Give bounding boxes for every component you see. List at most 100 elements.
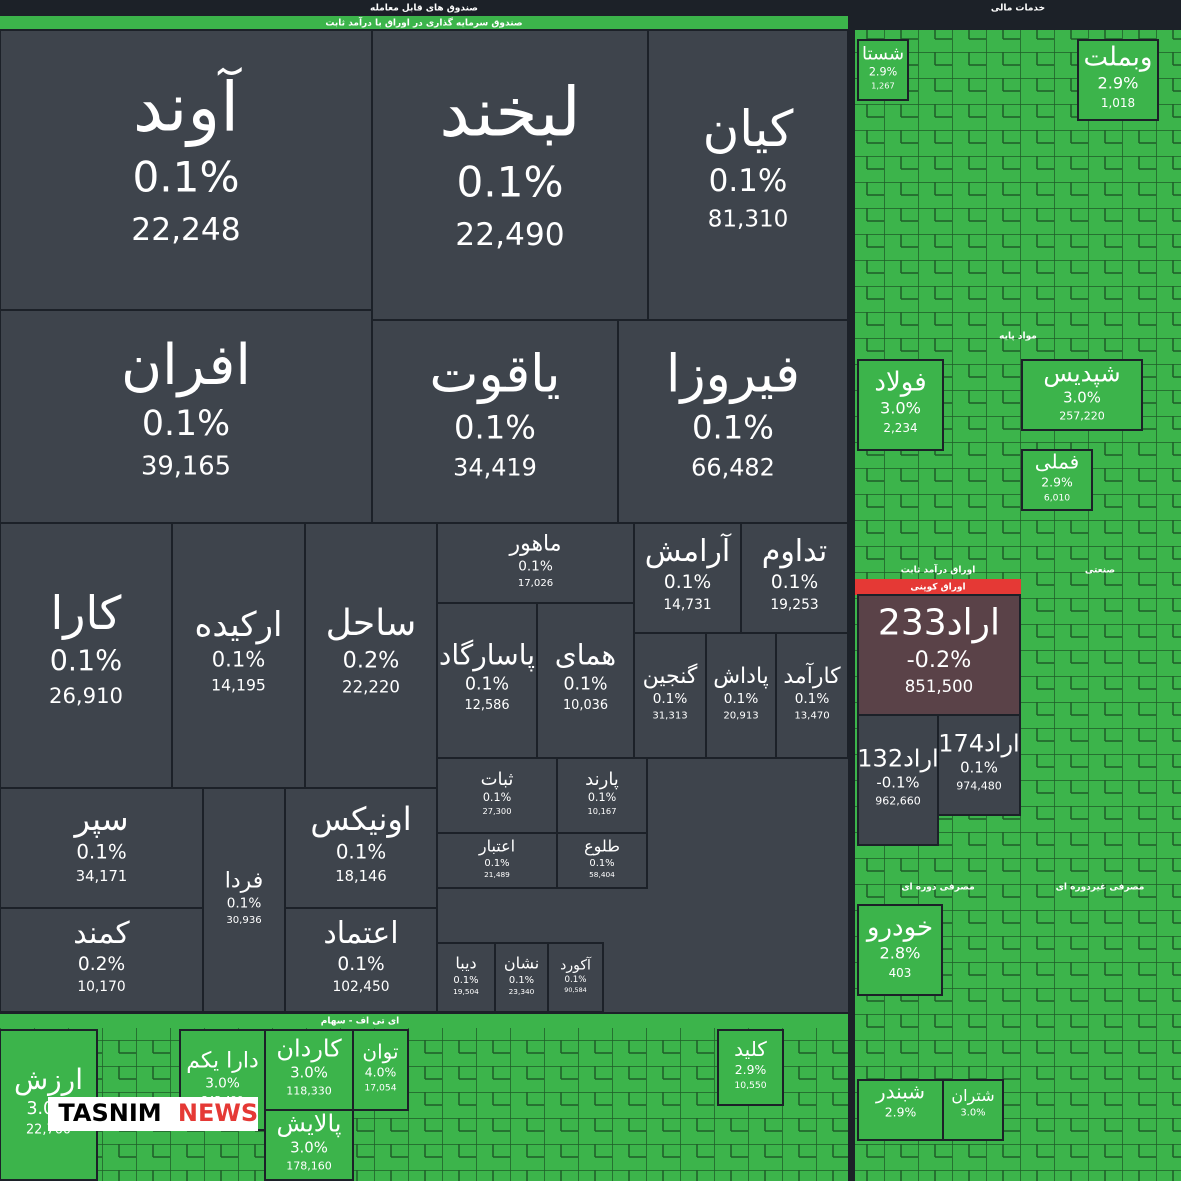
section-header: مصرفی دوره ای xyxy=(901,883,974,893)
tile-name: فولاد xyxy=(874,367,926,397)
tile xyxy=(556,832,648,889)
tile-change: 2.9% xyxy=(885,1105,917,1120)
tile-change: 0.1% xyxy=(76,840,126,863)
tile-name: شستا xyxy=(862,44,904,65)
tile xyxy=(284,787,438,909)
tile-name: اونیکس xyxy=(310,800,411,838)
tile xyxy=(1021,359,1143,431)
tile-name: اراد132 xyxy=(857,745,938,773)
tile-value: 14,195 xyxy=(211,676,266,695)
tile-change: 0.1% xyxy=(518,558,553,574)
tile-value: 403 xyxy=(889,966,912,980)
logo-left: TASNIM xyxy=(58,1099,161,1127)
section-header: اوراق درآمد ثابت xyxy=(901,564,976,576)
tile-value: 81,310 xyxy=(708,207,788,233)
tile xyxy=(857,39,909,101)
tile-name: ارزش xyxy=(14,1063,83,1096)
tile xyxy=(556,757,648,834)
tile-name: خودرو xyxy=(865,912,933,942)
tile-name: اعتماد xyxy=(323,916,398,951)
tile-value: 22,220 xyxy=(342,677,400,696)
tile-change: 3.0% xyxy=(960,1107,985,1118)
tile xyxy=(304,522,438,789)
tile-value: 10,036 xyxy=(563,698,608,713)
tile xyxy=(264,1109,354,1181)
tile-change: 0.1% xyxy=(50,644,122,677)
tile-name: کمند xyxy=(73,916,130,951)
tile-change: 0.1% xyxy=(484,858,509,869)
tile-change: 0.1% xyxy=(483,791,511,804)
tile-name: پارند xyxy=(585,769,619,790)
tile-name: کلید xyxy=(734,1037,767,1061)
tile-change: 0.1% xyxy=(724,691,759,707)
tile-change: 0.2% xyxy=(343,647,400,673)
tile-change: 2.9% xyxy=(1098,73,1139,92)
section-header: مواد پایه xyxy=(999,332,1037,342)
tile xyxy=(284,907,438,1013)
tile-name: ماهور xyxy=(508,531,561,556)
tile-value: 19,253 xyxy=(770,597,818,613)
tile-value: 23,340 xyxy=(509,987,535,996)
section-header: صنعتی xyxy=(1085,566,1115,576)
tile-change: 0.2% xyxy=(78,954,125,975)
tile-name: ارکیده xyxy=(195,605,283,645)
section-header: اوراق کوپنی xyxy=(910,583,965,593)
tile-name: شپدیس xyxy=(1043,360,1120,388)
tile-change: 0.1% xyxy=(771,572,818,593)
tile-name: کیان xyxy=(703,100,794,158)
tile-name: کارآمد xyxy=(783,662,841,689)
tile xyxy=(857,359,944,451)
tile-value: 19,504 xyxy=(453,987,479,996)
tile-change: 2.9% xyxy=(869,66,897,79)
tile-name: آوند xyxy=(133,67,242,148)
tile-change: 2.9% xyxy=(1041,475,1073,490)
tile-value: 22,490 xyxy=(455,217,564,253)
tile xyxy=(0,309,373,524)
tile-value: 39,165 xyxy=(141,451,231,481)
tile xyxy=(705,632,777,759)
tile xyxy=(0,907,204,1013)
tile-change: 0.1% xyxy=(563,675,607,695)
tile-value: 102,450 xyxy=(332,979,389,995)
tile xyxy=(937,714,1021,816)
tile-change: 0.1% xyxy=(227,895,262,911)
tile xyxy=(633,522,742,634)
tile-value: 22,248 xyxy=(131,212,240,248)
tile xyxy=(717,1029,784,1106)
tile-change: 0.1% xyxy=(456,158,563,207)
tile-name: اراد233 xyxy=(878,602,1000,643)
tile-name: توان xyxy=(362,1040,398,1064)
tile xyxy=(171,522,306,789)
tile xyxy=(547,942,604,1013)
tile-name: کارا xyxy=(51,586,122,640)
tile-change: 0.1% xyxy=(564,975,586,985)
tile-change: 2.8% xyxy=(880,943,921,962)
tile-name: ثبات xyxy=(481,769,514,790)
tile-name: لبخند xyxy=(439,74,580,153)
tile-name: فیروزا xyxy=(666,344,800,404)
tile-name: شتران xyxy=(951,1086,994,1106)
tile xyxy=(494,942,549,1013)
tile-value: 257,220 xyxy=(1059,410,1105,423)
tile-change: -0.2% xyxy=(907,647,972,673)
tile-value: 10,167 xyxy=(588,806,617,816)
section-header: ای تی اف - سهام xyxy=(321,1017,399,1027)
tile-value: 6,010 xyxy=(1044,493,1070,504)
coupon-strip xyxy=(855,579,1021,595)
tile-name: همای xyxy=(555,639,616,672)
tile-name: طلوع xyxy=(584,836,620,856)
tile-name: پاداش xyxy=(713,664,769,689)
tile-name: آکورد xyxy=(560,957,592,974)
tile-name: پاسارگاد xyxy=(439,639,535,672)
tile-change: 0.1% xyxy=(212,647,266,672)
tile xyxy=(1021,449,1093,511)
tile-change: 2.9% xyxy=(735,1062,767,1077)
tile-name: وبملت xyxy=(1084,42,1153,72)
tile-name: شبندر xyxy=(875,1080,925,1104)
tile xyxy=(436,832,558,889)
tile-value: 21,489 xyxy=(484,870,510,879)
tile xyxy=(436,522,635,604)
tile-name: ساحل xyxy=(326,603,417,644)
tile-change: 0.1% xyxy=(453,975,478,986)
